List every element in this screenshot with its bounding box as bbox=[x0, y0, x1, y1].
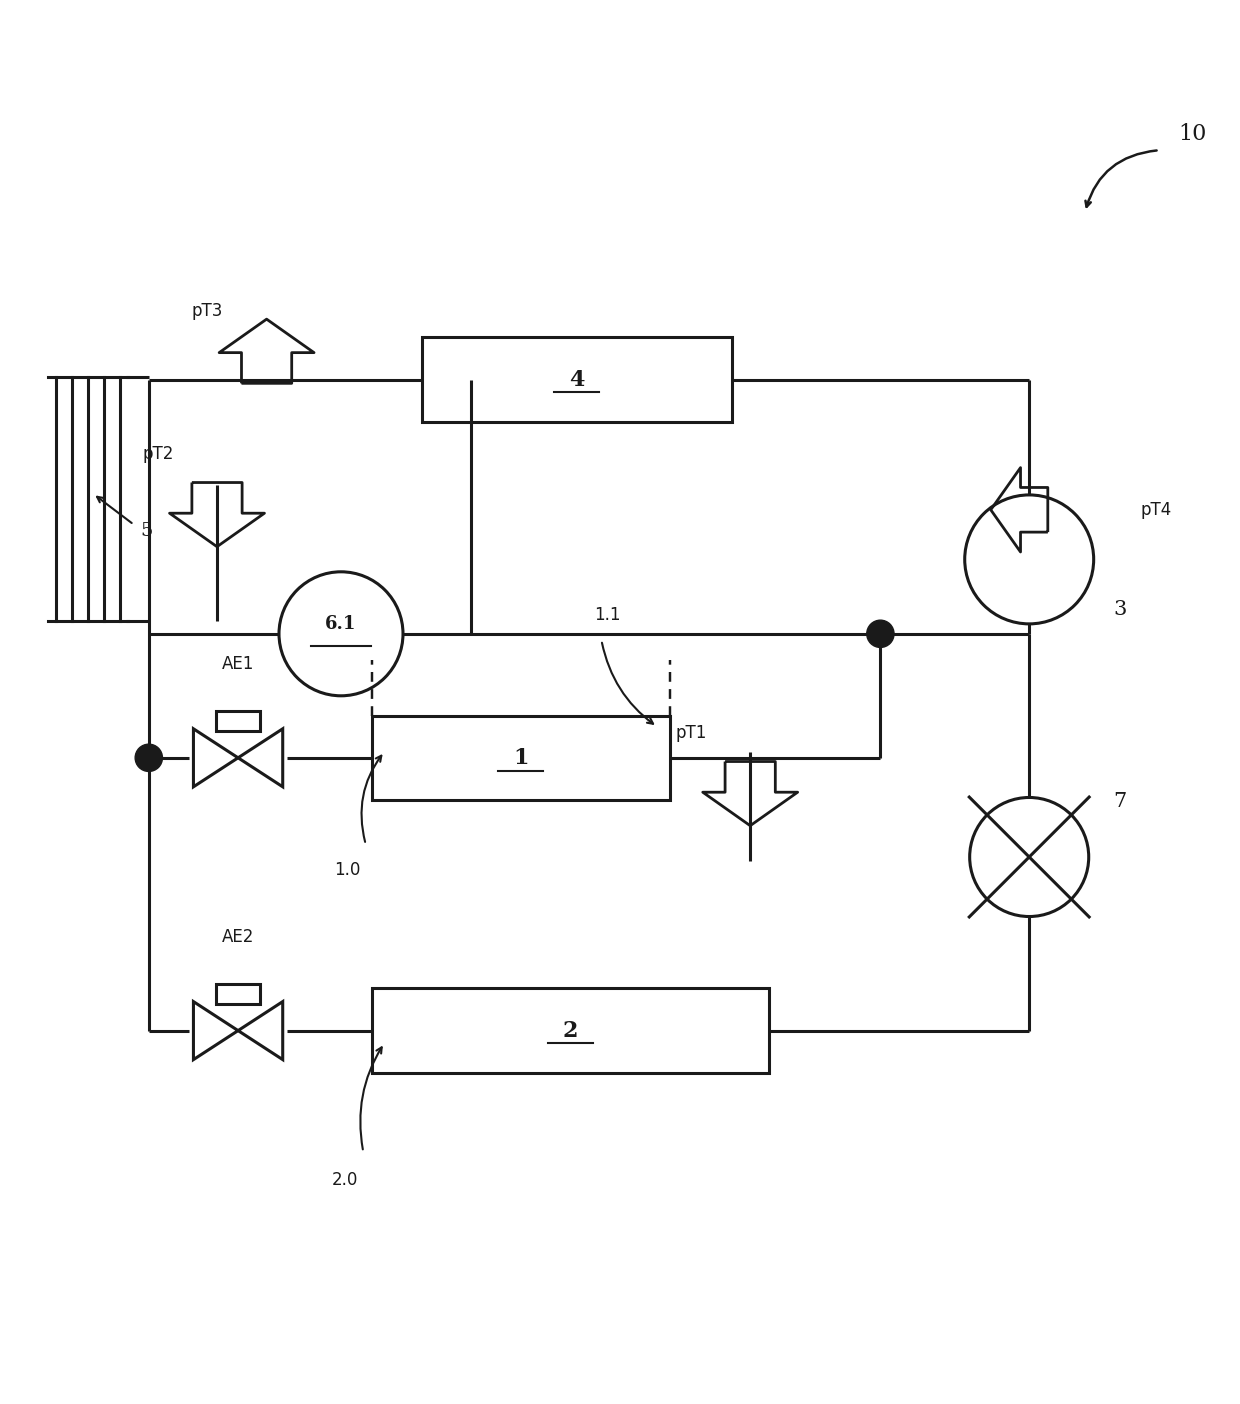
Text: 10: 10 bbox=[1178, 124, 1207, 145]
Text: 7: 7 bbox=[1114, 792, 1127, 810]
Text: pT4: pT4 bbox=[1141, 501, 1172, 519]
Bar bbox=[372, 716, 670, 800]
Text: 5: 5 bbox=[140, 522, 153, 541]
Text: 4: 4 bbox=[569, 369, 584, 390]
Text: 1.1: 1.1 bbox=[594, 607, 621, 623]
Text: 1.0: 1.0 bbox=[334, 861, 361, 879]
Text: AE2: AE2 bbox=[222, 928, 254, 946]
Text: pT2: pT2 bbox=[143, 445, 174, 463]
Circle shape bbox=[867, 621, 894, 647]
Circle shape bbox=[135, 744, 162, 771]
Text: pT1: pT1 bbox=[676, 724, 707, 741]
Bar bbox=[216, 984, 260, 1004]
Text: AE1: AE1 bbox=[222, 656, 254, 673]
Text: 6.1: 6.1 bbox=[325, 615, 357, 633]
Bar bbox=[372, 988, 769, 1073]
Text: 3: 3 bbox=[1114, 600, 1127, 619]
Bar bbox=[422, 337, 732, 421]
Bar bbox=[216, 710, 260, 731]
Text: 2.0: 2.0 bbox=[331, 1171, 358, 1189]
Text: pT3: pT3 bbox=[192, 302, 223, 320]
Text: 1: 1 bbox=[513, 747, 528, 769]
Text: 2: 2 bbox=[563, 1019, 578, 1042]
